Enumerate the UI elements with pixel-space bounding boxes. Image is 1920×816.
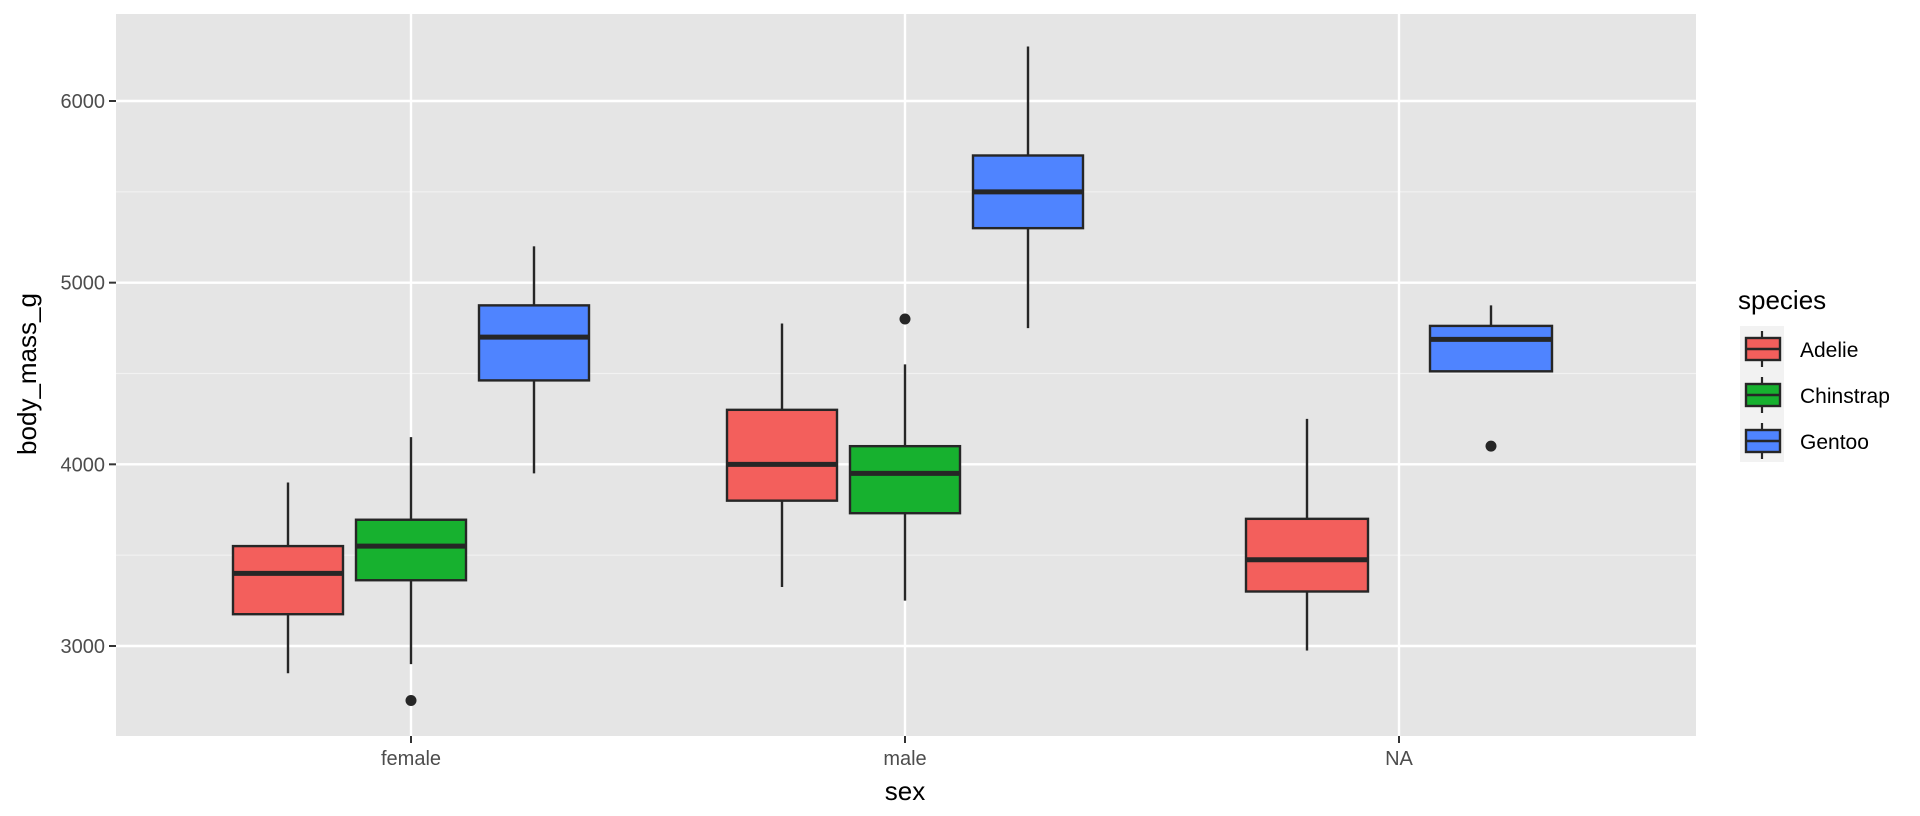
legend-title: species bbox=[1738, 285, 1826, 315]
box-adelie-na bbox=[1244, 418, 1370, 651]
y-tick-label: 6000 bbox=[61, 91, 106, 113]
box-gentoo-male bbox=[971, 46, 1085, 329]
box-adelie-female bbox=[231, 482, 345, 674]
box-gentoo-na bbox=[1428, 305, 1554, 452]
x-tick-label: NA bbox=[1385, 748, 1413, 770]
outlier-point bbox=[899, 313, 911, 325]
y-tick-label: 4000 bbox=[61, 454, 106, 476]
legend-label: Adelie bbox=[1800, 339, 1858, 362]
box-chinstrap-female bbox=[354, 437, 468, 707]
box-gentoo-female bbox=[477, 246, 591, 474]
legend-label: Gentoo bbox=[1800, 431, 1869, 454]
legend-item-chinstrap: Chinstrap bbox=[1744, 377, 1890, 413]
y-axis-title: body_mass_g bbox=[12, 293, 42, 455]
legend-item-adelie: Adelie bbox=[1744, 331, 1858, 367]
x-tick-label: male bbox=[883, 748, 926, 770]
x-axis-title: sex bbox=[885, 776, 925, 806]
box-adelie-male bbox=[725, 323, 839, 587]
x-tick-label: female bbox=[381, 748, 441, 770]
outlier-point bbox=[1485, 440, 1497, 452]
y-tick-label: 3000 bbox=[61, 636, 106, 658]
legend-item-gentoo: Gentoo bbox=[1744, 423, 1869, 459]
plot-panel bbox=[116, 14, 1696, 736]
outlier-point bbox=[405, 695, 417, 707]
y-axis: 3000 4000 5000 6000 bbox=[61, 91, 116, 658]
y-tick-label: 5000 bbox=[61, 273, 106, 295]
x-axis: female male NA bbox=[381, 736, 1414, 770]
legend: species Adelie Chinstrap Gentoo bbox=[1738, 285, 1890, 462]
box-chinstrap-male bbox=[848, 313, 962, 601]
legend-label: Chinstrap bbox=[1800, 385, 1890, 408]
